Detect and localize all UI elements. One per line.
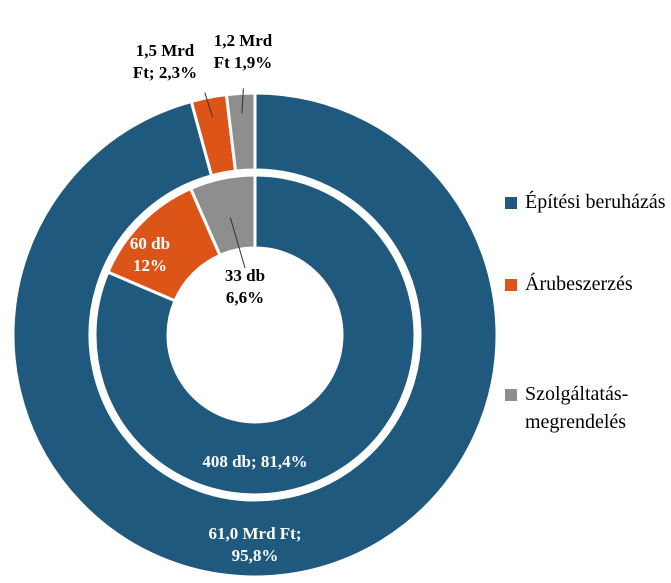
legend-entry: Építési beruházás [505,188,671,216]
data-label: 408 db; 81,4% [202,452,308,471]
data-label: 1,2 Mrd Ft 1,9% [213,31,273,72]
data-label: 61,0 Mrd Ft; 95,8% [208,524,302,565]
donut-segment [188,173,257,258]
data-label: 33 db 6,6% [224,266,266,307]
legend-entry: Árubeszerzés [505,270,671,298]
leader-line [241,88,244,114]
data-label: 1,5 Mrd Ft; 2,3% [132,41,198,82]
donut-segment [11,91,499,579]
legend-label: Árubeszerzés [525,273,633,295]
legend-swatch [505,279,517,291]
donut-segment [224,91,257,173]
legend-swatch [505,389,517,401]
legend-entry: Szolgáltatás-megrendelés [505,380,671,436]
legend-label: Építési beruházás [525,191,666,213]
data-label: 60 db 12% [129,234,171,275]
leader-line [229,217,246,269]
donut-segment [93,173,417,497]
leader-line [204,92,214,118]
legend-label: Szolgáltatás-megrendelés [525,383,629,433]
legend-swatch [505,197,517,209]
